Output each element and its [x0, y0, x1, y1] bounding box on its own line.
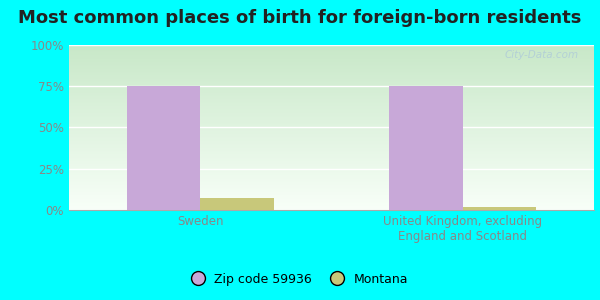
Text: Most common places of birth for foreign-born residents: Most common places of birth for foreign-… [19, 9, 581, 27]
Text: City-Data.com: City-Data.com [504, 50, 578, 60]
Bar [463, 207, 536, 210]
Legend: Zip code 59936, Montana: Zip code 59936, Montana [187, 268, 413, 291]
Bar [389, 86, 463, 210]
Bar [200, 199, 274, 210]
Bar [127, 86, 200, 210]
